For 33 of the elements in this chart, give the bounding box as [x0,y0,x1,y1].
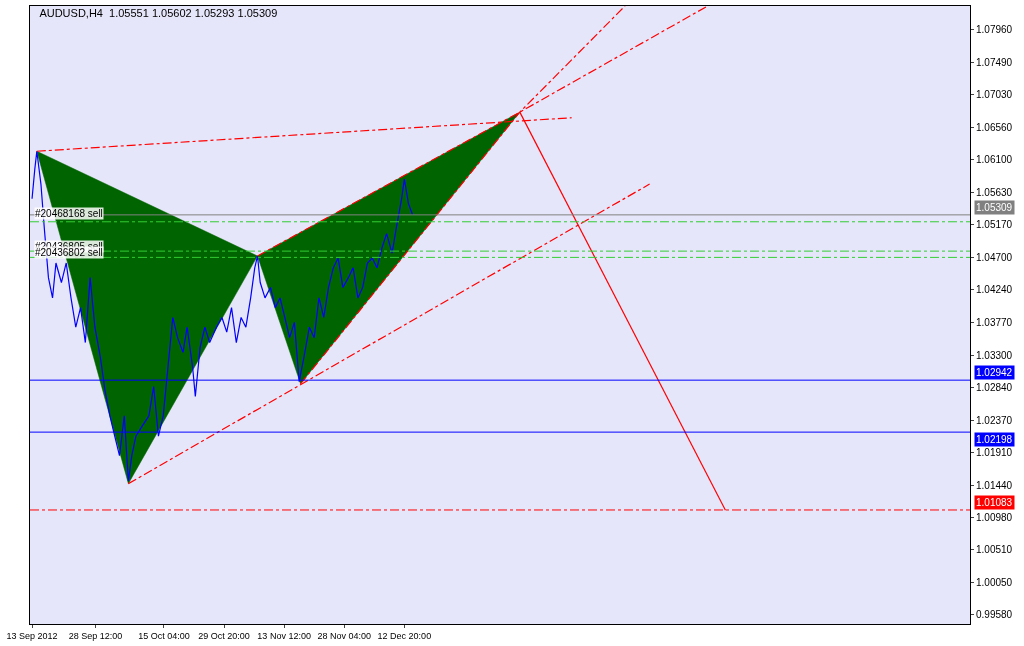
y-tick-label: 1.03770 [976,316,1013,328]
y-tick-label: 1.01440 [976,479,1013,491]
y-tick-label: 1.00510 [976,544,1013,556]
y-tick-label: 0.99580 [976,609,1013,621]
ref-line-label: 1.05309 [976,202,1013,213]
y-tick-label: 1.01910 [976,446,1013,458]
y-tick-label: 1.04700 [976,251,1013,263]
y-tick-label: 1.05630 [976,186,1013,198]
y-tick-label: 1.07490 [976,57,1013,69]
ref-line-label: 1.02198 [976,434,1013,445]
annotation: #20436802 sell [35,247,103,258]
x-tick-label: 12 Dec 20:00 [377,630,432,641]
ref-line-label: 1.02942 [976,367,1013,378]
x-tick-label: 28 Nov 04:00 [317,630,372,641]
x-tick-label: 29 Oct 20:00 [198,630,250,641]
y-tick-label: 1.06100 [976,154,1013,166]
y-tick-label: 1.00980 [976,511,1013,523]
x-tick-label: 28 Sep 12:00 [68,630,123,641]
y-tick-label: 1.02840 [976,381,1013,393]
ref-line-label: 1.01083 [976,497,1013,508]
y-tick-label: 1.07960 [976,24,1013,36]
x-tick-label: 13 Nov 12:00 [257,630,311,641]
y-tick-label: 1.05170 [976,219,1013,231]
x-tick-label: 15 Oct 04:00 [138,630,190,641]
y-tick-label: 1.06560 [976,122,1013,134]
y-tick-label: 1.04240 [976,284,1013,296]
y-tick-label: 1.07030 [976,89,1013,101]
y-tick-label: 1.03300 [976,349,1013,361]
x-tick-label: 13 Sep 2012 [6,630,58,641]
annotation: #20468168 sell [35,208,103,219]
chart-title: AUDUSD,H4 1.05551 1.05602 1.05293 1.05309 [39,7,278,20]
y-tick-label: 1.02370 [976,414,1013,426]
y-tick-label: 1.00050 [976,576,1013,588]
